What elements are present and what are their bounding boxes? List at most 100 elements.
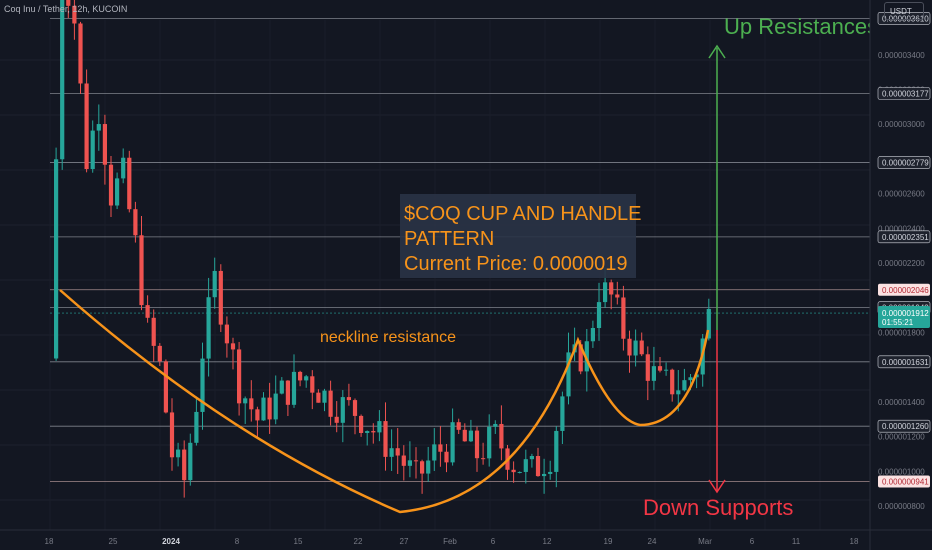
currency-button[interactable]: USDT	[884, 2, 924, 20]
candle-body	[377, 421, 382, 433]
time-tick-label: 15	[294, 537, 303, 546]
candle-body	[139, 235, 144, 306]
candle-body	[115, 178, 120, 206]
candle-body	[84, 83, 89, 170]
candle-body	[352, 400, 358, 416]
candle-body	[230, 343, 236, 350]
level-label: 0.000000941	[882, 478, 929, 487]
current-price-box	[878, 306, 930, 329]
time-tick-label: Feb	[443, 537, 457, 546]
candle-body	[163, 361, 168, 413]
candle-body	[426, 460, 431, 474]
candle-body	[456, 422, 461, 430]
price-tick-label: 0.000001400	[878, 398, 925, 407]
candle-body	[511, 469, 516, 473]
candle-body	[633, 340, 638, 356]
candle-body	[108, 164, 114, 206]
candle-body	[657, 366, 663, 371]
time-tick-label: 12	[543, 537, 552, 546]
candle-body	[517, 471, 522, 473]
level-label-box	[877, 230, 931, 244]
candle-body	[261, 397, 266, 421]
candle-body	[340, 397, 345, 423]
candle-body	[523, 459, 528, 472]
candle-body	[639, 340, 644, 355]
price-tick-label: 0.000001000	[878, 467, 925, 476]
candle-body	[237, 349, 242, 404]
candle-body	[346, 397, 351, 401]
candle-body	[664, 369, 669, 371]
candle-body	[176, 449, 181, 458]
candle-body	[584, 341, 589, 372]
time-tick-label: 6	[491, 537, 496, 546]
price-tick-label: 0.000003400	[878, 51, 925, 60]
candle-body	[609, 282, 614, 295]
candle-body	[78, 23, 83, 84]
candle-body	[54, 159, 59, 359]
candle-body	[304, 376, 309, 381]
candle-body	[322, 390, 327, 403]
candle-body	[590, 327, 595, 342]
candle-body	[90, 130, 95, 170]
down-supports-label: Down Supports	[643, 495, 793, 520]
annotation-line: PATTERN	[404, 228, 494, 250]
candle-body	[535, 456, 541, 477]
candle-body	[182, 449, 187, 481]
candle-body	[133, 209, 138, 236]
candle-body	[493, 423, 498, 427]
candle-body	[243, 398, 248, 404]
price-tick-label: 0.000001800	[878, 328, 925, 337]
price-tick-label: 0.000002400	[878, 224, 925, 233]
candle-body	[334, 416, 339, 423]
candle-body	[621, 297, 626, 339]
candle-body	[566, 352, 571, 397]
level-label: 0.000001260	[882, 422, 929, 431]
candle-body	[627, 338, 632, 356]
candle-body	[462, 429, 467, 442]
candle-body	[267, 397, 272, 420]
candle-body	[395, 448, 400, 456]
candle-body	[298, 371, 303, 381]
candle-body	[645, 354, 650, 381]
time-tick-label: 18	[45, 537, 54, 546]
candle-body	[603, 282, 608, 303]
candle-body	[60, 0, 65, 160]
candle-body	[218, 270, 223, 325]
time-axis: 18 25 2024 8 15 22 27 Feb 6 12 19 24 Mar 6 11 18	[0, 529, 932, 546]
candle-body	[310, 376, 315, 393]
time-tick-label: 8	[235, 537, 240, 546]
candle-body	[615, 294, 620, 298]
level-label-box	[877, 355, 931, 369]
price-tick-label: 0.000002600	[878, 190, 925, 199]
time-tick-label: 22	[354, 537, 363, 546]
annotation-line: $COQ CUP AND HANDLE	[404, 203, 641, 225]
candle-body	[359, 415, 364, 433]
time-tick-label: 6	[750, 537, 755, 546]
level-label: 0.000002779	[882, 159, 929, 168]
candle-body	[474, 430, 480, 459]
price-tick-label: 0.000003000	[878, 120, 925, 129]
candle-body	[169, 412, 175, 458]
price-tick-label: 0.000000800	[878, 502, 925, 511]
annotation-box	[400, 194, 636, 278]
candle-body	[72, 5, 77, 24]
candle-body	[212, 270, 217, 298]
candle-body	[688, 377, 693, 381]
candle-body	[413, 460, 419, 462]
candle-body	[468, 430, 473, 442]
time-tick-label: 11	[792, 537, 801, 546]
candle-body	[401, 455, 406, 466]
candle-body	[438, 444, 443, 452]
candle-body	[389, 448, 394, 457]
neckline-label: neckline resistance	[320, 329, 456, 346]
price-tick-label: 0.000002200	[878, 259, 925, 268]
candle-body	[548, 471, 553, 474]
candle-body	[316, 392, 321, 403]
candle-body	[328, 390, 333, 417]
candle-body	[560, 396, 565, 431]
level-label-box	[878, 475, 930, 488]
current-price-label: 0.000001912	[882, 309, 929, 318]
candle-body	[200, 358, 205, 412]
level-label: 0.000001631	[882, 358, 929, 367]
